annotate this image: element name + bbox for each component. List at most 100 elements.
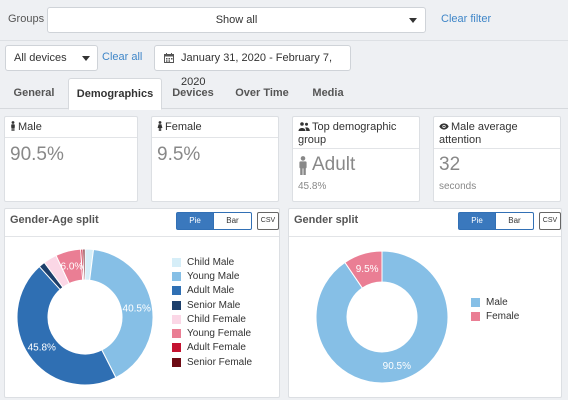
tab-devices[interactable]: Devices xyxy=(172,87,214,99)
gender-age-legend-item-child-female[interactable]: Child Female xyxy=(172,312,252,326)
groups-select-value: Show all xyxy=(215,14,258,26)
eye-icon xyxy=(439,123,449,130)
female-card-header: Female xyxy=(152,117,278,138)
attention-value: 32 xyxy=(439,154,461,175)
female-percentage: 9.5% xyxy=(157,144,201,165)
gender-age-legend-swatch xyxy=(172,286,181,296)
groups-label: Groups xyxy=(8,13,45,25)
gender-age-legend-label: Adult Male xyxy=(187,285,235,297)
male-card-header: Male xyxy=(5,117,137,138)
gender-age-pie-chart: 40.5% 45.8% 6.0% xyxy=(16,248,154,386)
gender-split-pie-chart: 90.5% 9.5% xyxy=(315,250,449,384)
female-icon xyxy=(157,121,163,131)
divider xyxy=(289,236,561,237)
gender-age-legend-label: Senior Female xyxy=(187,356,253,368)
gender-age-legend-label: Child Male xyxy=(187,256,235,268)
gender-age-legend-item-young-female[interactable]: Young Female xyxy=(172,326,252,340)
gender-age-slice-senior-female[interactable] xyxy=(82,248,86,281)
gender-age-csv-button[interactable]: CSV xyxy=(257,212,279,230)
attention-unit: seconds xyxy=(439,181,477,192)
male-icon xyxy=(11,121,15,131)
gender-split-panel: Gender split Pie Bar CSV 90.5% 9.5% Male F… xyxy=(288,208,562,398)
gender-age-legend-item-adult-male[interactable]: Adult Male xyxy=(172,284,252,298)
female-card: Female 9.5% xyxy=(151,116,279,202)
clear-filter-link[interactable]: Clear filter xyxy=(441,13,492,25)
tab-general[interactable]: General xyxy=(13,87,55,99)
gender-age-legend-label: Young Male xyxy=(187,270,240,282)
top-demographic-header: Top demographic group xyxy=(293,117,419,149)
gender-age-data-label-young-female: 6.0% xyxy=(61,262,84,273)
tab-over-time[interactable]: Over Time xyxy=(235,87,289,99)
gender-age-legend-item-child-male[interactable]: Child Male xyxy=(172,255,252,269)
gender-split-legend-swatch xyxy=(471,311,480,321)
gender-age-legend-swatch xyxy=(172,357,181,367)
gender-age-legend-label: Young Female xyxy=(187,328,252,340)
tab-demographics[interactable]: Demographics xyxy=(68,78,162,110)
attention-card: Male average attention 32 seconds xyxy=(433,116,561,202)
gender-age-legend-swatch xyxy=(172,271,181,281)
divider xyxy=(0,40,568,41)
gender-split-data-label-female: 9.5% xyxy=(356,264,379,275)
top-demographic-value: Adult xyxy=(312,154,356,175)
gender-split-chart-toggle: Pie Bar xyxy=(458,212,534,230)
gender-split-csv-button[interactable]: CSV xyxy=(539,212,561,230)
gender-age-slice-adult-male[interactable] xyxy=(16,265,117,386)
gender-split-title: Gender split xyxy=(294,214,359,226)
gender-age-legend-label: Child Female xyxy=(187,313,246,325)
divider xyxy=(5,236,279,237)
gender-split-legend-item-male[interactable]: Male xyxy=(471,295,519,309)
gender-age-legend-swatch xyxy=(172,314,181,324)
top-demographic-card: Top demographic group Adult 45.8% xyxy=(292,116,420,202)
gender-split-bar-button[interactable]: Bar xyxy=(496,212,534,230)
tab-media[interactable]: Media xyxy=(312,87,344,99)
gender-split-legend-item-female[interactable]: Female xyxy=(471,309,519,323)
gender-age-legend-swatch xyxy=(172,257,181,267)
gender-age-bar-button[interactable]: Bar xyxy=(214,212,252,230)
clear-all-link[interactable]: Clear all xyxy=(102,51,143,63)
gender-age-legend-item-young-male[interactable]: Young Male xyxy=(172,269,252,283)
male-percentage: 90.5% xyxy=(10,144,64,165)
gender-age-data-label-young-male: 40.5% xyxy=(123,303,151,314)
gender-split-slice-male[interactable] xyxy=(315,250,449,384)
female-card-title: Female xyxy=(165,121,202,133)
devices-select-value: All devices xyxy=(14,52,67,64)
gender-age-panel: Gender-Age split Pie Bar CSV 40.5% 45.8% 6… xyxy=(4,208,280,398)
gender-age-legend-swatch xyxy=(172,329,181,339)
gender-age-legend-item-senior-female[interactable]: Senior Female xyxy=(172,355,252,369)
gender-split-legend-label: Male xyxy=(486,296,508,308)
devices-select[interactable]: All devices xyxy=(5,45,98,71)
gender-age-legend-label: Senior Male xyxy=(187,299,241,311)
calendar-icon xyxy=(164,53,174,63)
gender-age-legend: Child Male Young Male Adult Male Senior Mal… xyxy=(172,255,252,369)
gender-age-legend-item-adult-female[interactable]: Adult Female xyxy=(172,341,252,355)
date-range-picker[interactable]: January 31, 2020 - February 7, 2020 xyxy=(154,45,351,88)
gender-split-data-label-male: 90.5% xyxy=(383,361,411,372)
top-demographic-title: Top demographic group xyxy=(298,121,397,146)
gender-age-legend-item-senior-male[interactable]: Senior Male xyxy=(172,298,252,312)
attention-header: Male average attention xyxy=(434,117,560,149)
gender-split-slice-female[interactable] xyxy=(344,250,383,289)
gender-age-legend-swatch xyxy=(172,343,181,353)
gender-split-legend-label: Female xyxy=(486,310,520,322)
male-card: Male 90.5% xyxy=(4,116,138,202)
gender-age-slice-young-male[interactable] xyxy=(89,248,154,379)
gender-age-pie-button[interactable]: Pie xyxy=(176,212,214,230)
person-icon xyxy=(299,156,307,175)
date-range-value: January 31, 2020 - February 7, 2020 xyxy=(181,52,333,88)
chevron-down-icon xyxy=(82,56,90,61)
gender-age-legend-label: Adult Female xyxy=(187,342,246,354)
gender-split-legend-swatch xyxy=(471,297,480,307)
groups-select[interactable]: Show all xyxy=(47,7,426,33)
gender-split-pie-button[interactable]: Pie xyxy=(458,212,496,230)
users-icon xyxy=(298,122,310,131)
gender-age-legend-swatch xyxy=(172,300,181,310)
chevron-down-icon xyxy=(409,18,417,23)
gender-age-chart-toggle: Pie Bar xyxy=(176,212,252,230)
tab-bar: General Demographics Devices Over Time M… xyxy=(0,78,568,110)
gender-split-legend: Male Female xyxy=(471,295,519,324)
top-demographic-share: 45.8% xyxy=(298,181,327,192)
male-card-title: Male xyxy=(18,121,42,133)
gender-age-data-label-adult-male: 45.8% xyxy=(28,342,56,353)
attention-title: Male average attention xyxy=(439,121,518,146)
gender-age-title: Gender-Age split xyxy=(10,214,99,226)
